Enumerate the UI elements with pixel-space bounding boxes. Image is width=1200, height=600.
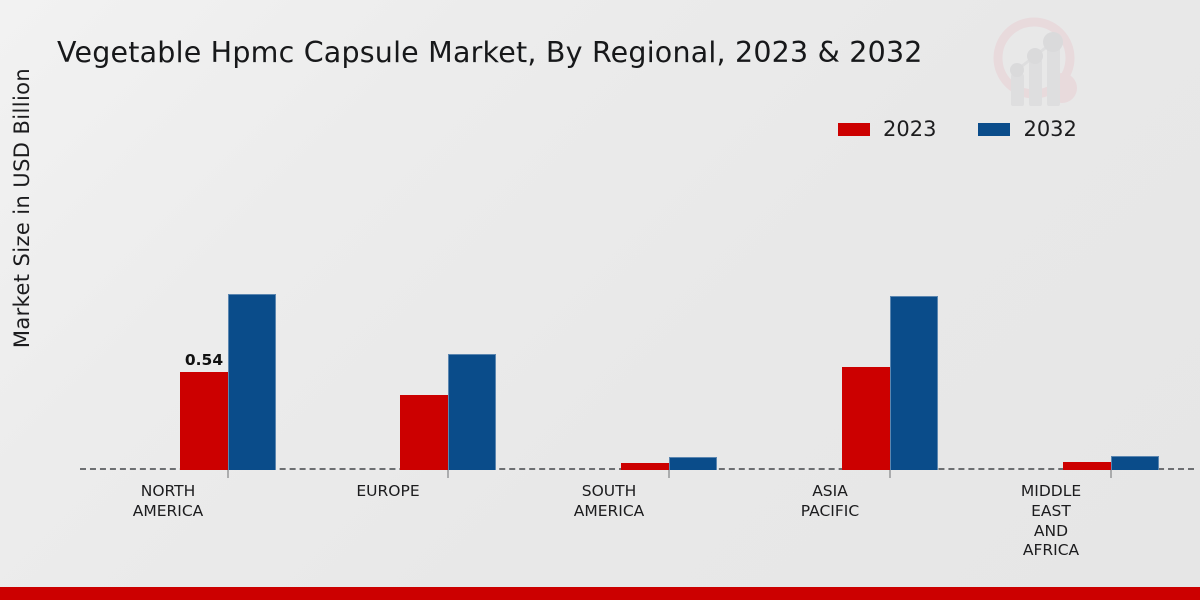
x-axis-label-line: AMERICA [573, 501, 645, 520]
chart-title: Vegetable Hpmc Capsule Market, By Region… [57, 36, 923, 69]
x-axis-label-line: AFRICA [1022, 541, 1080, 560]
x-axis-label-line: EAST [1031, 501, 1071, 520]
bar-2032-middle-east-and-africa[interactable] [1111, 456, 1159, 470]
x-axis-label-line: EUROPE [356, 482, 420, 500]
legend-item-2023[interactable]: 2023 [838, 119, 936, 140]
bar-group-middle-east-and-africa [1021, 150, 1200, 470]
x-axis-label-line: MIDDLE [1020, 482, 1082, 500]
x-axis-label-asia-pacific: ASIA PACIFIC [735, 482, 925, 522]
x-tick-south-america [668, 470, 670, 478]
bar-2032-south-america[interactable] [669, 457, 717, 470]
legend-swatch-2023 [838, 123, 870, 136]
x-axis-label-north-america: NORTH AMERICA [73, 482, 263, 522]
x-axis-label-line: NORTH [140, 482, 196, 500]
x-axis-label-middle-east-and-africa: MIDDLE EAST AND AFRICA [956, 482, 1146, 561]
bar-2032-asia-pacific[interactable] [890, 296, 938, 470]
x-axis-label-line: AND [1033, 521, 1069, 540]
bar-group-south-america [579, 150, 759, 470]
x-tick-europe [447, 470, 449, 478]
bar-2032-europe[interactable] [448, 354, 496, 470]
x-axis-label-europe: EUROPE [293, 482, 483, 502]
x-tick-asia-pacific [889, 470, 891, 478]
bar-group-europe [358, 150, 538, 470]
legend-label-2023: 2023 [883, 117, 937, 141]
bar-value-label-north-america-2023: 0.54 [184, 351, 224, 369]
company-logo-watermark-icon [982, 12, 1092, 114]
legend-swatch-2032 [978, 123, 1011, 136]
x-tick-middle-east-and-africa [1110, 470, 1112, 478]
chart-legend: 2023 2032 [838, 119, 1077, 140]
legend-label-2032: 2032 [1023, 117, 1077, 141]
bar-2023-europe[interactable] [400, 395, 448, 470]
bar-2032-north-america[interactable] [228, 294, 276, 470]
plot-area: 0.54 [60, 150, 1200, 480]
x-axis-label-south-america: SOUTH AMERICA [514, 482, 704, 522]
legend-item-2032[interactable]: 2032 [978, 117, 1077, 141]
x-tick-north-america [227, 470, 229, 478]
x-axis-label-line: SOUTH [581, 482, 637, 500]
bar-2023-north-america[interactable]: 0.54 [180, 351, 228, 470]
bar-2023-middle-east-and-africa[interactable] [1063, 462, 1111, 470]
bar-group-asia-pacific [800, 150, 980, 470]
bar-group-north-america: 0.54 [138, 150, 318, 470]
bottom-accent-banner [0, 587, 1200, 600]
bar-2023-south-america[interactable] [621, 463, 669, 470]
x-axis-label-line: AMERICA [132, 501, 204, 520]
y-axis-title: Market Size in USD Billion [10, 67, 34, 349]
bar-2023-asia-pacific[interactable] [842, 367, 890, 470]
x-axis-label-line: ASIA [812, 482, 848, 500]
x-axis-label-line: PACIFIC [800, 501, 860, 520]
